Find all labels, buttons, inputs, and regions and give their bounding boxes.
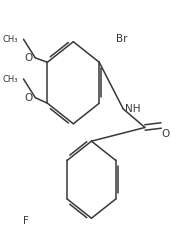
Text: O: O <box>161 129 169 139</box>
Text: NH: NH <box>125 104 140 114</box>
Text: F: F <box>24 216 29 226</box>
Text: CH₃: CH₃ <box>2 74 18 84</box>
Text: Br: Br <box>116 34 127 44</box>
Text: O: O <box>25 53 33 63</box>
Text: O: O <box>25 93 33 103</box>
Text: CH₃: CH₃ <box>2 35 18 44</box>
